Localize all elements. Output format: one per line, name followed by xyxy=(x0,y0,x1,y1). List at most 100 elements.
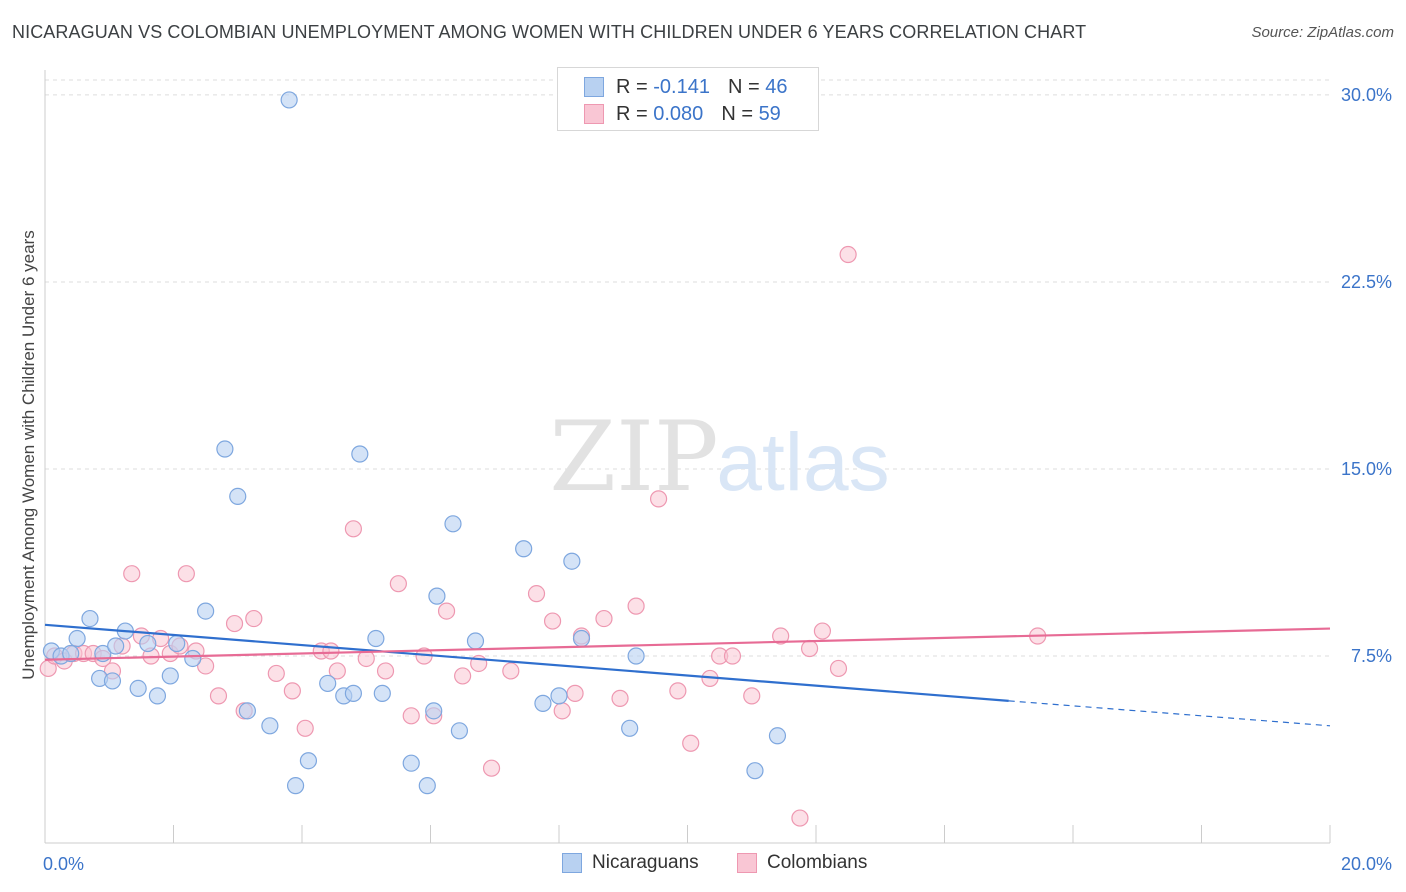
x-tick-label: 20.0% xyxy=(1341,854,1392,874)
data-point-colombians xyxy=(328,662,346,680)
legend-n-value: 59 xyxy=(758,102,781,125)
data-point-colombians xyxy=(197,657,215,675)
data-point-nicaraguans xyxy=(367,629,385,648)
nicaraguans-points xyxy=(42,91,787,795)
data-point-nicaraguans xyxy=(229,487,247,505)
y-tick-label: 30.0% xyxy=(1341,85,1392,105)
data-point-nicaraguans xyxy=(238,702,256,720)
data-point-nicaraguans xyxy=(534,694,552,712)
data-point-colombians xyxy=(829,659,848,678)
colombians-points xyxy=(39,245,1047,827)
data-point-colombians xyxy=(772,627,790,645)
data-point-nicaraguans xyxy=(139,634,157,653)
data-point-colombians xyxy=(322,642,340,660)
data-point-colombians xyxy=(611,689,629,707)
data-point-colombians xyxy=(813,622,832,640)
data-point-nicaraguans xyxy=(621,719,639,737)
data-point-colombians xyxy=(376,662,395,680)
data-point-colombians xyxy=(209,687,228,705)
data-point-colombians xyxy=(566,684,584,702)
data-point-nicaraguans xyxy=(62,644,80,663)
x-tick-label: 0.0% xyxy=(43,854,84,874)
data-point-colombians xyxy=(595,609,613,628)
correlation-legend: R = -0.141 N = 46 R = 0.080 N = 59 xyxy=(557,67,819,131)
y-tick-label: 7.5% xyxy=(1351,646,1392,666)
data-point-nicaraguans xyxy=(107,637,125,655)
data-point-nicaraguans xyxy=(344,684,362,702)
data-point-colombians xyxy=(482,759,501,777)
legend-item-colombians: Colombians xyxy=(737,852,867,874)
data-point-nicaraguans xyxy=(148,687,167,705)
data-point-nicaraguans xyxy=(286,777,305,795)
data-point-colombians xyxy=(649,490,668,508)
data-point-colombians xyxy=(225,614,244,633)
data-point-colombians xyxy=(791,809,809,827)
data-point-nicaraguans xyxy=(184,649,202,668)
data-point-colombians xyxy=(627,597,645,615)
legend-row-colombians: R = 0.080 N = 59 xyxy=(584,101,781,127)
data-point-colombians xyxy=(743,687,761,705)
watermark-atlas: atlas xyxy=(716,417,889,508)
data-point-colombians xyxy=(437,602,456,620)
data-point-nicaraguans xyxy=(746,762,764,780)
watermark-zip: ZIP xyxy=(549,401,718,513)
data-point-colombians xyxy=(553,702,571,720)
legend-swatch-blue xyxy=(562,853,582,873)
data-point-colombians xyxy=(454,667,472,685)
legend-r-value: -0.141 xyxy=(653,75,710,98)
legend-swatch-pink xyxy=(737,853,757,873)
data-point-nicaraguans xyxy=(161,667,179,685)
data-point-colombians xyxy=(800,639,819,658)
legend-n-label: N = xyxy=(727,75,760,98)
data-point-nicaraguans xyxy=(563,552,581,570)
data-point-nicaraguans xyxy=(68,629,86,648)
legend-label-colombians: Colombians xyxy=(767,852,868,873)
data-point-colombians xyxy=(402,707,420,725)
data-point-nicaraguans xyxy=(402,754,420,772)
data-point-nicaraguans xyxy=(428,587,446,605)
data-point-nicaraguans xyxy=(450,722,469,740)
data-point-colombians xyxy=(177,565,195,583)
legend-item-nicaraguans: Nicaraguans xyxy=(562,852,699,874)
legend-n-value: 46 xyxy=(765,75,788,98)
data-point-colombians xyxy=(123,565,141,583)
data-point-colombians xyxy=(502,662,520,680)
legend-label-nicaraguans: Nicaraguans xyxy=(592,852,699,873)
data-point-nicaraguans xyxy=(299,752,318,770)
data-point-colombians xyxy=(527,585,546,603)
legend-swatch-pink xyxy=(584,104,604,124)
data-point-nicaraguans xyxy=(627,647,645,665)
legend-swatch-blue xyxy=(584,77,604,97)
data-point-colombians xyxy=(296,719,314,737)
data-point-nicaraguans xyxy=(81,609,99,628)
trend-line-nicaraguans xyxy=(44,623,1009,702)
data-point-nicaraguans xyxy=(515,540,533,558)
data-point-nicaraguans xyxy=(444,515,462,533)
data-point-nicaraguans xyxy=(466,632,485,650)
data-point-colombians xyxy=(389,575,407,593)
data-point-nicaraguans xyxy=(197,602,215,620)
trend-line-colombians xyxy=(44,627,1331,661)
y-axis-label: Unemployment Among Women with Children U… xyxy=(19,230,38,679)
legend-r-label: R = xyxy=(616,75,648,98)
legend-r-value: 0.080 xyxy=(653,102,704,125)
data-point-nicaraguans xyxy=(425,702,443,720)
chart-title: NICARAGUAN VS COLOMBIAN UNEMPLOYMENT AMO… xyxy=(12,22,1087,42)
legend-row-nicaraguans: R = -0.141 N = 46 xyxy=(584,74,787,100)
data-point-nicaraguans xyxy=(168,634,186,653)
y-tick-label: 15.0% xyxy=(1341,459,1392,479)
y-tick-label: 22.5% xyxy=(1341,272,1392,292)
data-point-colombians xyxy=(283,682,301,700)
legend-r-label: R = xyxy=(616,102,648,125)
series-legend: Nicaraguans Colombians xyxy=(0,852,1406,876)
axes xyxy=(44,70,1331,844)
data-point-nicaraguans xyxy=(418,777,436,795)
data-point-colombians xyxy=(723,647,742,665)
data-point-nicaraguans xyxy=(319,674,337,693)
data-point-nicaraguans xyxy=(216,440,234,458)
data-point-colombians xyxy=(839,245,857,264)
source-label: Source: ZipAtlas.com xyxy=(1251,24,1394,41)
data-point-colombians xyxy=(344,520,362,538)
data-point-colombians xyxy=(682,734,700,752)
